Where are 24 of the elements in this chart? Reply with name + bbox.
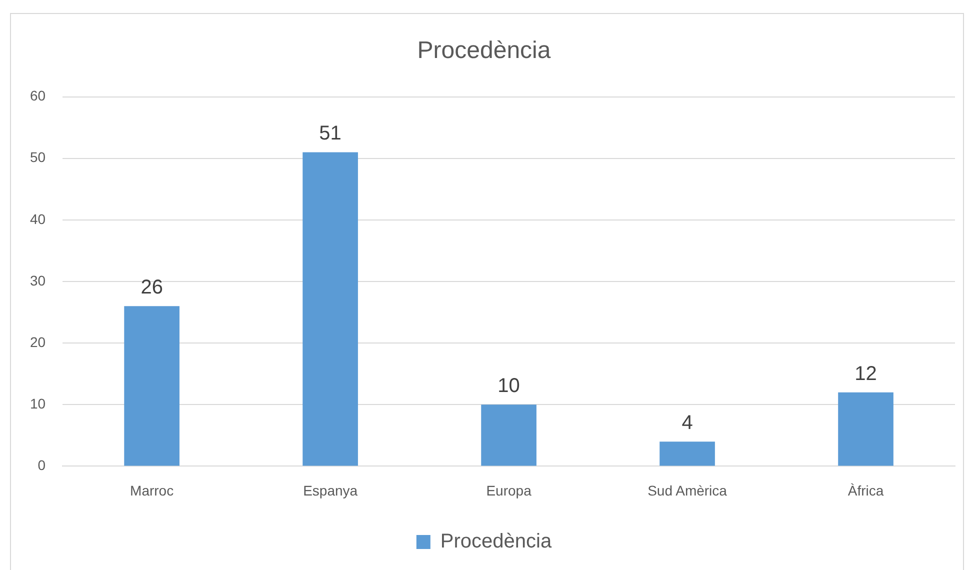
y-tick-label: 0 <box>38 457 46 474</box>
x-tick-label: Espanya <box>303 482 358 498</box>
data-label: 51 <box>319 122 342 145</box>
x-tick-label: Sud Amèrica <box>648 482 728 498</box>
data-label: 26 <box>140 276 163 299</box>
bar <box>302 152 358 466</box>
x-tick-label: Marroc <box>130 482 174 498</box>
data-label: 10 <box>498 375 520 398</box>
data-label: 4 <box>682 412 693 434</box>
x-tick-label: Àfrica <box>848 482 884 498</box>
y-tick-label: 30 <box>30 272 46 288</box>
y-tick-label: 60 <box>30 88 46 104</box>
x-tick-label: Europa <box>486 482 532 498</box>
data-label: 12 <box>854 362 877 385</box>
chart-title: Procedència <box>417 37 552 64</box>
y-tick-label: 10 <box>30 395 46 412</box>
legend-label: Procedència <box>440 530 552 553</box>
y-tick-label: 20 <box>30 334 46 350</box>
bar <box>660 442 715 466</box>
y-tick-label: 50 <box>30 149 46 166</box>
bar <box>124 306 180 466</box>
bar <box>481 404 536 466</box>
y-tick-label: 40 <box>30 210 46 227</box>
bar <box>838 392 894 466</box>
